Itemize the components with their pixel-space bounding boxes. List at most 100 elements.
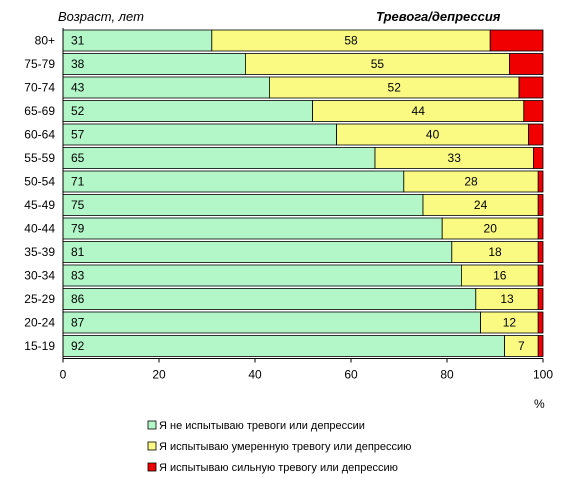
category-label: 45-49 — [24, 198, 55, 212]
x-tick-label: 40 — [248, 368, 262, 382]
legend-swatch — [147, 441, 157, 451]
x-axis-unit: % — [534, 397, 545, 411]
bars-layer: 31 58 38 55 43 52 52 44 57 40 65 33 71 28 75 24 79 20 81 18… — [62, 29, 544, 357]
bar-segment — [62, 288, 477, 310]
bar-row: 38 55 — [62, 53, 544, 75]
bar-segment — [62, 241, 453, 263]
data-label: 87 — [71, 316, 85, 330]
category-label: 50-54 — [24, 175, 55, 189]
bar-segment — [537, 217, 544, 240]
chart-title: Тревога/депрессия — [376, 9, 501, 24]
data-label: 52 — [388, 81, 402, 95]
category-label: 65-69 — [24, 104, 55, 118]
legend-swatch — [147, 462, 157, 472]
bar-row: 65 33 — [62, 147, 544, 169]
data-label: 28 — [464, 175, 478, 189]
x-tick-label: 80 — [440, 368, 454, 382]
bar-segment — [62, 29, 213, 52]
data-label: 92 — [71, 339, 85, 353]
category-labels: 80+ 75-79 70-74 65-69 60-64 55-59 50-54 45-49 40… — [24, 34, 55, 354]
data-label: 12 — [503, 316, 517, 330]
bar-segment — [62, 170, 405, 193]
legend-item: Я не испытываю тревоги или депрессии — [147, 420, 365, 432]
category-label: 15-19 — [24, 339, 55, 353]
data-label: 40 — [426, 128, 440, 142]
bar-row: 81 18 — [62, 241, 544, 263]
bar-segment — [62, 147, 376, 169]
bar-row: 79 20 — [62, 217, 544, 240]
bar-segment — [537, 241, 544, 263]
bar-segment — [533, 147, 544, 169]
data-label: 52 — [71, 104, 85, 118]
y-axis-title: Возраст, лет — [58, 9, 144, 24]
legend-item: Я испытываю умеренную тревогу или депрес… — [147, 441, 411, 453]
data-label: 86 — [71, 292, 85, 306]
bar-segment — [537, 288, 544, 310]
x-tick-label: 100 — [533, 368, 553, 382]
bar-segment — [62, 335, 506, 357]
legend-item: Я испытываю сильную тревогу или депресси… — [147, 462, 398, 474]
legend: Я не испытываю тревоги или депрессии Я ис… — [147, 420, 411, 474]
data-label: 57 — [71, 128, 85, 142]
bar-row: 75 24 — [62, 194, 544, 216]
bar-segment — [489, 29, 544, 52]
bar-segment — [62, 264, 462, 287]
bar-segment — [537, 335, 544, 357]
x-tick-label: 60 — [344, 368, 358, 382]
bar-row: 92 7 — [62, 335, 544, 357]
category-label: 80+ — [35, 34, 55, 48]
bar-segment — [62, 100, 314, 122]
bar-segment — [62, 76, 270, 99]
data-label: 24 — [474, 198, 488, 212]
bar-row: 87 12 — [62, 311, 544, 334]
data-label: 55 — [371, 57, 385, 71]
x-tick-label: 20 — [152, 368, 166, 382]
data-label: 43 — [71, 81, 85, 95]
bar-row: 52 44 — [62, 100, 544, 122]
data-label: 71 — [71, 175, 85, 189]
x-tick-label: 0 — [60, 368, 67, 382]
data-label: 44 — [412, 104, 426, 118]
data-label: 7 — [518, 339, 525, 353]
bar-segment — [62, 217, 443, 240]
bar-segment — [62, 123, 338, 146]
category-label: 40-44 — [24, 222, 55, 236]
data-label: 13 — [500, 292, 514, 306]
legend-label: Я испытываю умеренную тревогу или депрес… — [159, 441, 411, 453]
bar-segment — [528, 123, 544, 146]
category-label: 25-29 — [24, 292, 55, 306]
category-label: 20-24 — [24, 316, 55, 330]
bar-segment — [537, 194, 544, 216]
bar-row: 71 28 — [62, 170, 544, 193]
category-label: 55-59 — [24, 151, 55, 165]
data-label: 20 — [484, 222, 498, 236]
bar-segment — [518, 76, 544, 99]
data-label: 33 — [448, 151, 462, 165]
category-label: 35-39 — [24, 245, 55, 259]
category-label: 70-74 — [24, 81, 55, 95]
bar-row: 83 16 — [62, 264, 544, 287]
category-label: 30-34 — [24, 269, 55, 283]
bar-segment — [62, 53, 246, 75]
bar-segment — [508, 53, 544, 75]
data-label: 58 — [344, 34, 358, 48]
bar-segment — [62, 311, 482, 334]
legend-label: Я испытываю сильную тревогу или депресси… — [159, 462, 398, 474]
legend-label: Я не испытываю тревоги или депрессии — [159, 420, 365, 432]
data-label: 79 — [71, 222, 85, 236]
legend-swatch — [147, 420, 157, 430]
bar-segment — [537, 264, 544, 287]
data-label: 75 — [71, 198, 85, 212]
category-label: 60-64 — [24, 128, 55, 142]
bar-row: 86 13 — [62, 288, 544, 310]
bar-segment — [62, 194, 424, 216]
category-label: 75-79 — [24, 57, 55, 71]
data-label: 83 — [71, 269, 85, 283]
bar-segment — [537, 311, 544, 334]
data-label: 65 — [71, 151, 85, 165]
bar-row: 57 40 — [62, 123, 544, 146]
data-label: 81 — [71, 245, 85, 259]
data-label: 16 — [493, 269, 507, 283]
data-label: 38 — [71, 57, 85, 71]
